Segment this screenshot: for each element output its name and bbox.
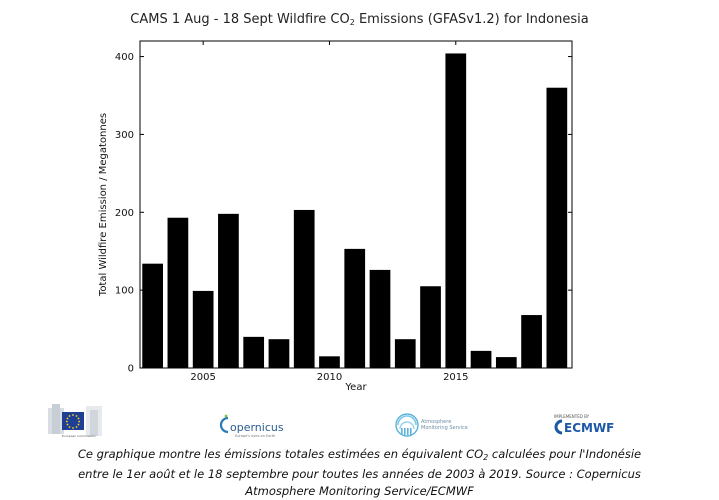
bar-2007 [243, 336, 265, 368]
figure-caption: Ce graphique montre les émissions totale… [6, 446, 713, 500]
atmosphere-monitoring-logo: Atmosphere Monitoring Service [390, 404, 480, 444]
ecmwf-logo: IMPLEMENTED BY ECMWF [548, 404, 638, 444]
copernicus-logo-text: opernicus [230, 421, 284, 434]
atmosphere-logo-line2: Monitoring Service [421, 425, 468, 431]
caption-line-1: Ce graphique montre les émissions totale… [6, 446, 713, 466]
bars-group [142, 53, 568, 368]
bar-2005 [192, 290, 214, 368]
chart-title-subscript: 2 [349, 18, 355, 27]
x-tick-label: 2010 [317, 372, 342, 383]
y-tick-label: 200 [115, 208, 134, 219]
chart-title-text: CAMS 1 Aug - 18 Sept Wildfire CO [130, 12, 350, 27]
bar-2012 [369, 269, 391, 368]
atmosphere-logo-line1: Atmosphere [421, 419, 451, 425]
caption-line-1b: calculées pour l'Indonésie [488, 447, 642, 461]
ecmwf-logo-text: ECMWF [564, 421, 614, 435]
y-tick-label: 400 [115, 52, 134, 63]
chart-title: CAMS 1 Aug - 18 Sept Wildfire CO2 Emissi… [0, 12, 719, 27]
caption-line-1a: Ce graphique montre les émissions totale… [77, 447, 484, 461]
bar-2003 [142, 263, 163, 368]
bar-2015 [445, 53, 467, 368]
bar-2010 [319, 356, 340, 368]
plot-frame [139, 40, 573, 369]
bar-2019 [546, 87, 568, 368]
bar-2014 [420, 286, 441, 368]
bar-2004 [167, 217, 189, 368]
bar-2006 [218, 213, 239, 368]
y-tick-label: 0 [128, 364, 134, 375]
x-tick-label: 2005 [190, 372, 215, 383]
x-tick-label: 2015 [443, 372, 468, 383]
european-commission-logo: European Commission [48, 404, 104, 444]
y-tick-label: 300 [115, 130, 134, 141]
bar-2009 [293, 209, 315, 368]
y-axis-label: Total Wildfire Emission / Megatonnes [98, 113, 109, 297]
eu-logo-text: European Commission [62, 434, 96, 438]
logo-row: European Commission opernicus Europe's e… [0, 404, 719, 444]
bar-2017 [495, 357, 517, 368]
ticks-group: 0 100 200 300 400 2005 2010 2015 [115, 41, 572, 383]
copernicus-logo-subtext: Europe's eyes on Earth [235, 434, 275, 438]
caption-line-3: Atmosphere Monitoring Service/ECMWF [245, 484, 474, 498]
bar-2008 [268, 339, 290, 368]
chart-title-rest: Emissions (GFASv1.2) for Indonesia [354, 12, 589, 27]
caption-line-2: entre le 1er août et le 18 septembre pou… [78, 467, 641, 481]
caption-line-1-subscript: 2 [483, 453, 489, 462]
bar-chart: 0 100 200 300 400 2005 2010 2015 Year Total Wil… [98, 40, 573, 393]
copernicus-logo: opernicus Europe's eyes on Earth [215, 404, 285, 444]
bar-2018 [521, 315, 542, 368]
y-tick-label: 100 [115, 286, 134, 297]
bar-2011 [344, 248, 366, 368]
bar-2013 [394, 339, 416, 368]
bar-2016 [470, 350, 492, 368]
x-axis-label: Year [344, 382, 367, 393]
ecmwf-logo-small-text: IMPLEMENTED BY [554, 414, 590, 419]
